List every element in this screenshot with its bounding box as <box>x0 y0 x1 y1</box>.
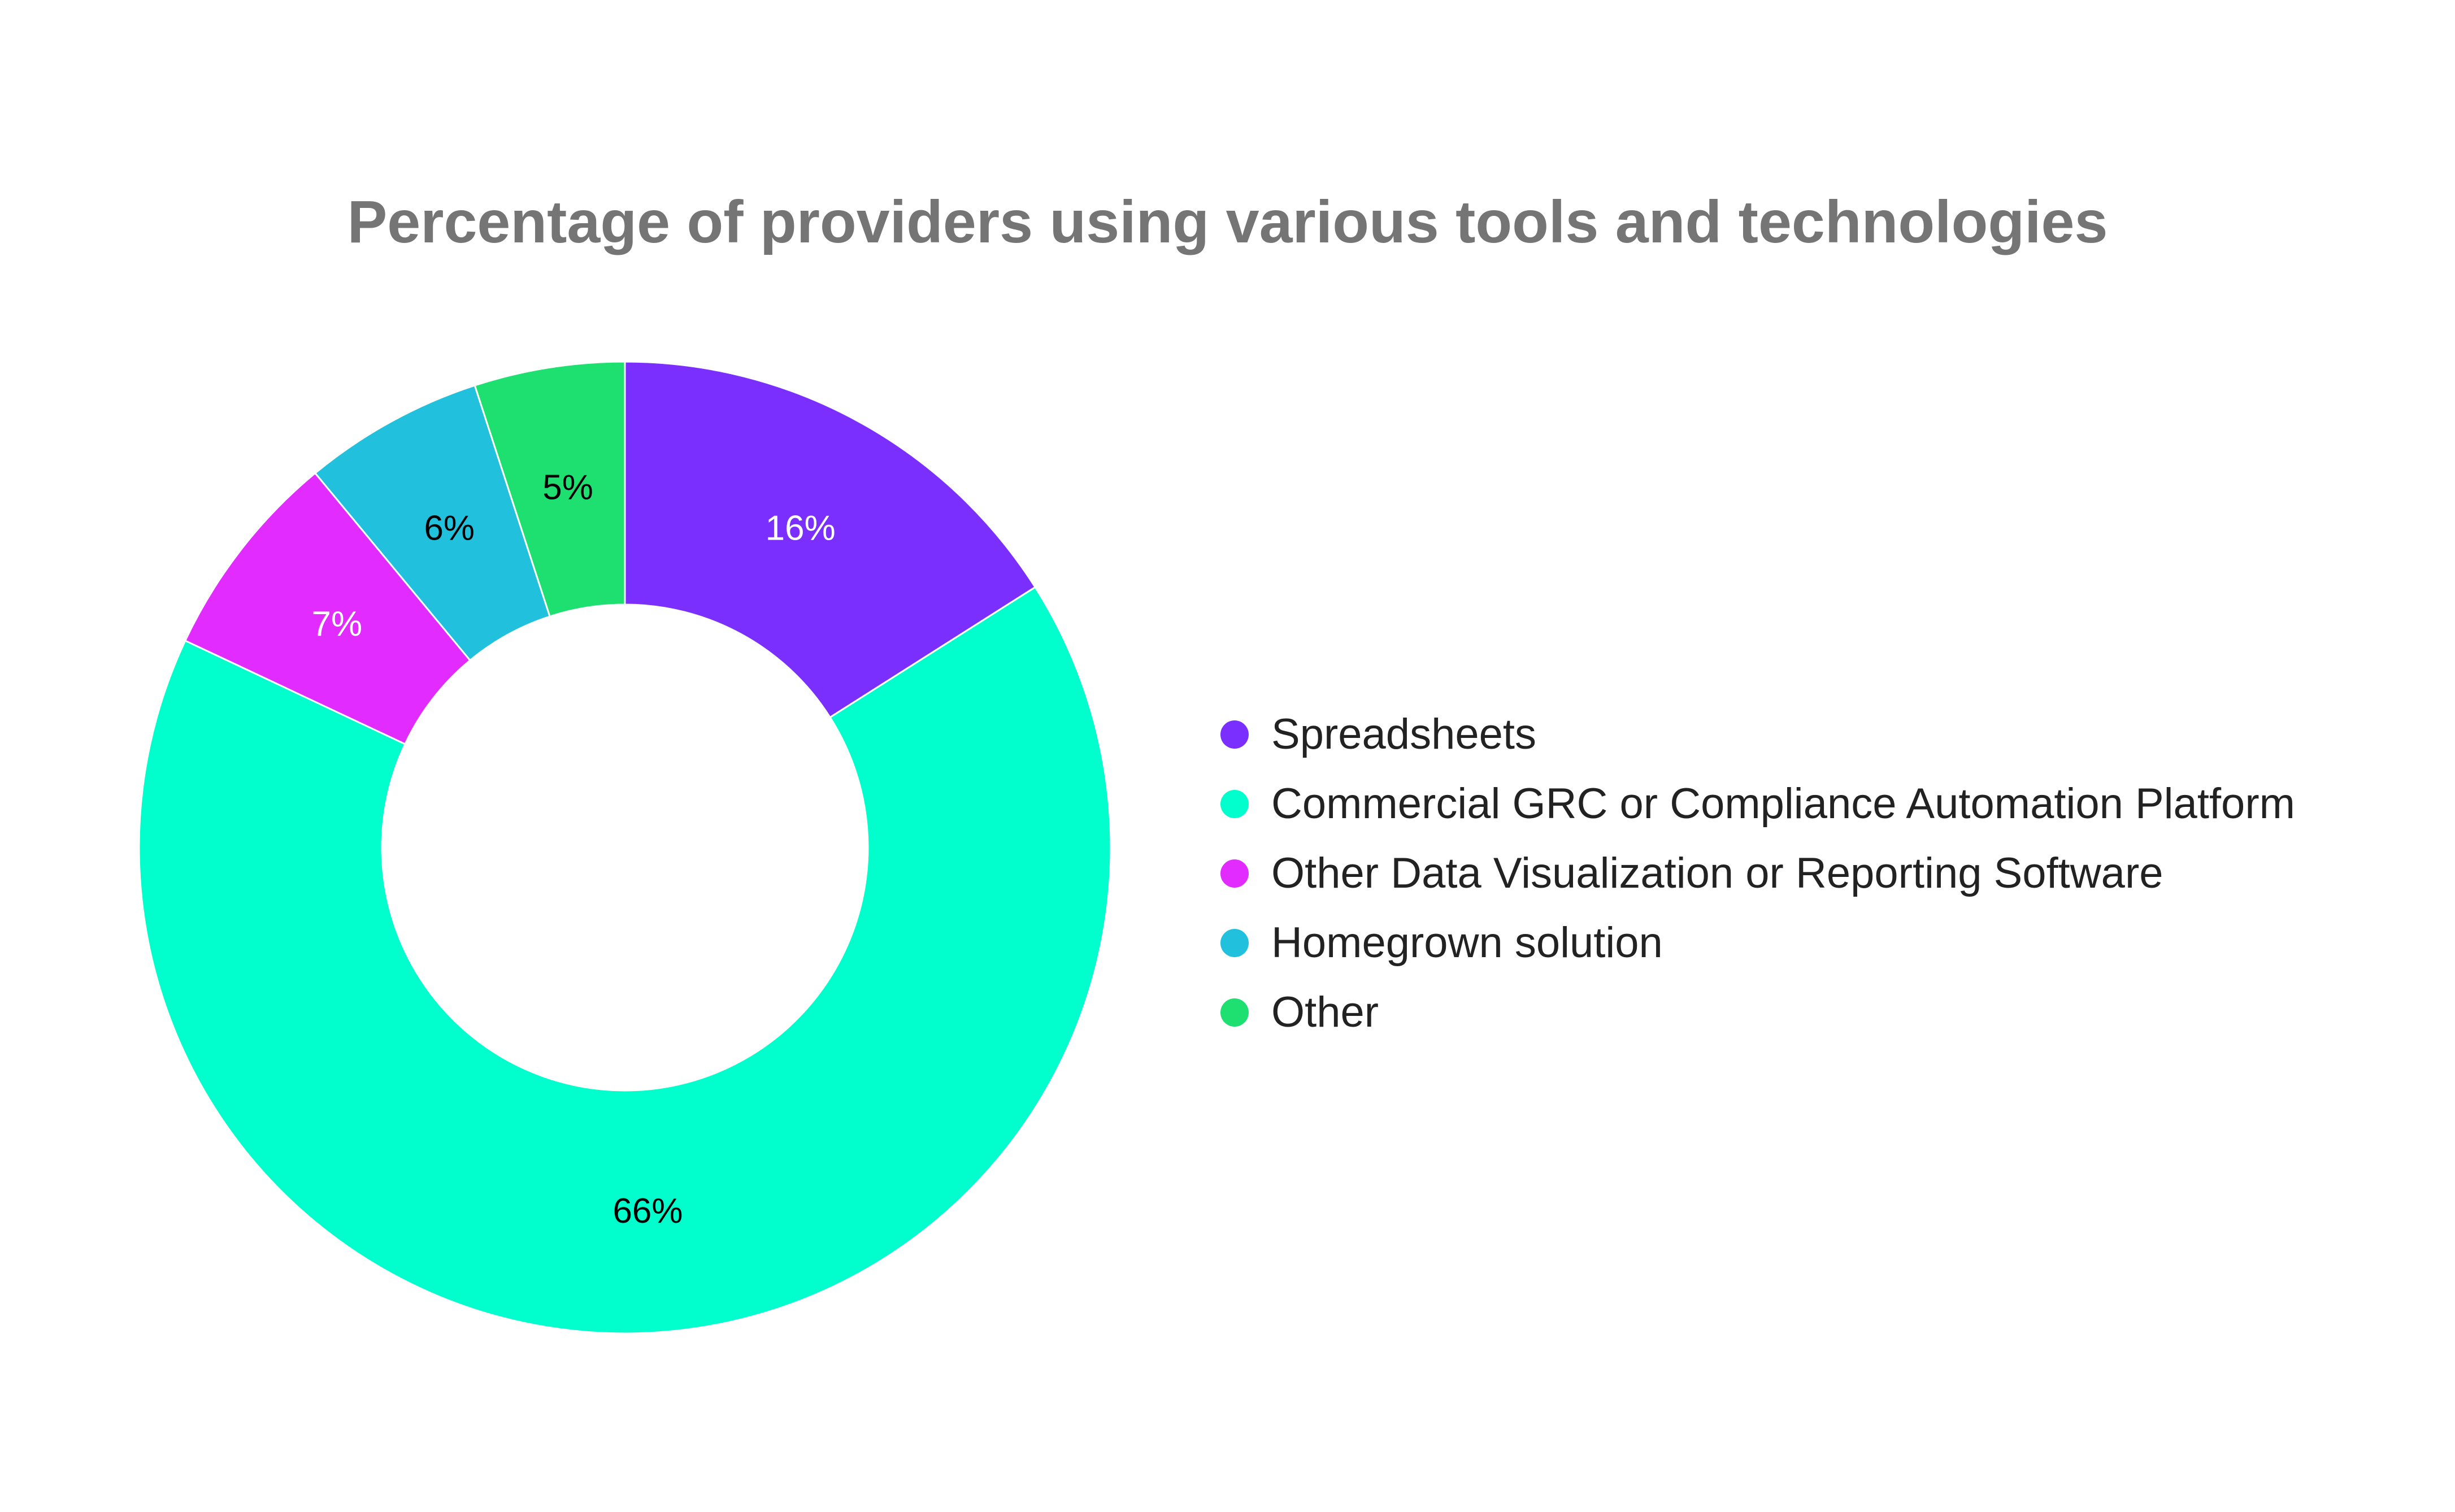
legend-item-commercial-grc-or-compliance-automation-platform[interactable]: Commercial GRC or Compliance Automation … <box>1220 769 2295 838</box>
legend-item-spreadsheets[interactable]: Spreadsheets <box>1220 699 2295 769</box>
slice-label-other-data-visualization-or-reporting-software: 7% <box>312 605 363 644</box>
legend-label: Spreadsheets <box>1271 710 1536 758</box>
legend-label: Other <box>1271 988 1379 1036</box>
legend-marker-icon <box>1220 720 1249 749</box>
chart-title: Percentage of providers using various to… <box>347 189 2108 255</box>
legend-marker-icon <box>1220 928 1249 957</box>
legend-item-other[interactable]: Other <box>1220 977 2295 1047</box>
slice-spreadsheets[interactable] <box>624 360 1037 719</box>
legend-marker-icon <box>1220 998 1249 1027</box>
legend: Spreadsheets Commercial GRC or Compliance… <box>1220 699 2295 1047</box>
slice-label-homegrown-solution: 6% <box>424 509 475 548</box>
legend-label: Other Data Visualization or Reporting So… <box>1271 849 2163 897</box>
legend-marker-icon <box>1220 859 1249 888</box>
legend-item-other-data-visualization-or-reporting-software[interactable]: Other Data Visualization or Reporting So… <box>1220 838 2295 908</box>
slice-label-commercial-grc-or-compliance-automation-platform: 66% <box>612 1192 683 1231</box>
slice-commercial-grc-or-compliance-automation-platform[interactable] <box>138 586 1112 1335</box>
legend-item-homegrown-solution[interactable]: Homegrown solution <box>1220 908 2295 977</box>
legend-label: Commercial GRC or Compliance Automation … <box>1271 780 2295 828</box>
legend-marker-icon <box>1220 789 1249 818</box>
legend-label: Homegrown solution <box>1271 919 1663 967</box>
slice-label-other: 5% <box>542 468 593 507</box>
slice-label-spreadsheets: 16% <box>766 509 836 548</box>
donut-slices <box>138 360 1112 1335</box>
slice-other[interactable] <box>473 360 626 618</box>
slice-other-data-visualization-or-reporting-software[interactable] <box>184 472 472 745</box>
donut-labels: 16% 66% 7% 6% 5% <box>312 468 836 1231</box>
